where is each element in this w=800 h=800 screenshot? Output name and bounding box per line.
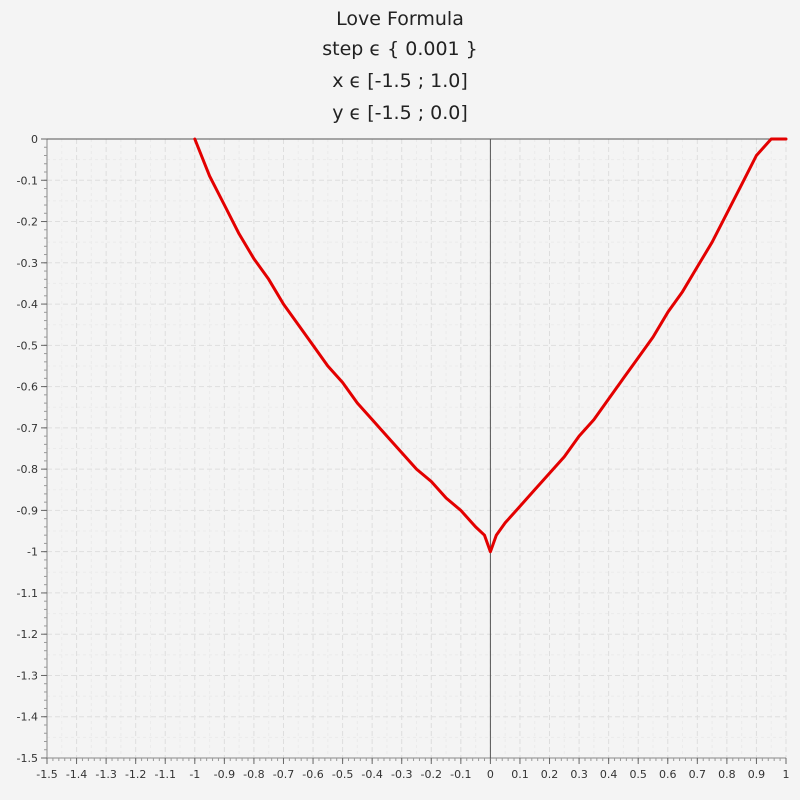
y-tick-label: -0.7	[17, 422, 38, 435]
x-tick-label: 0.5	[629, 768, 647, 781]
x-tick-label: -1.2	[125, 768, 146, 781]
y-tick-label: -1.4	[17, 711, 38, 724]
x-tick-label: -0.5	[332, 768, 353, 781]
x-tick-label: 0.9	[748, 768, 766, 781]
x-tick-label: -1.3	[95, 768, 116, 781]
x-tick-label: -0.3	[391, 768, 412, 781]
y-tick-label: -1.5	[17, 752, 38, 765]
chart-subtitle-x-range: x ϵ [-1.5 ; 1.0]	[332, 70, 468, 92]
y-tick-label: -0.3	[17, 257, 38, 270]
x-tick-label: -1.1	[155, 768, 176, 781]
chart-title-block: Love Formula step ϵ { 0.001 } x ϵ [-1.5 …	[0, 0, 800, 135]
x-tick-label: -0.7	[273, 768, 294, 781]
y-tick-label: -1.3	[17, 669, 38, 682]
y-tick-label: -0.2	[17, 216, 38, 229]
x-tick-label: 0.1	[511, 768, 529, 781]
x-tick-label: -0.6	[302, 768, 323, 781]
chart-title: Love Formula	[336, 8, 464, 30]
x-tick-label: 0.7	[689, 768, 707, 781]
chart-subtitle-step: step ϵ { 0.001 }	[322, 38, 478, 60]
x-tick-label: 0.8	[718, 768, 736, 781]
x-tick-label: -0.8	[243, 768, 264, 781]
y-tick-label: -1	[27, 546, 38, 559]
x-tick-label: -0.1	[450, 768, 471, 781]
y-tick-label: -0.8	[17, 463, 38, 476]
x-tick-label: 0.4	[600, 768, 618, 781]
y-tick-label: -0.1	[17, 174, 38, 187]
x-tick-label: -0.2	[421, 768, 442, 781]
y-tick-label: -0.6	[17, 381, 38, 394]
x-tick-label: -1	[189, 768, 200, 781]
x-tick-label: 0.3	[570, 768, 588, 781]
x-tick-label: -1.4	[66, 768, 87, 781]
x-tick-label: 0.2	[541, 768, 559, 781]
x-tick-label: 0	[487, 768, 494, 781]
x-tick-label: -0.9	[214, 768, 235, 781]
y-tick-label: -0.4	[17, 298, 38, 311]
chart-subtitle-y-range: y ϵ [-1.5 ; 0.0]	[332, 102, 468, 124]
y-tick-label: -1.1	[17, 587, 38, 600]
y-tick-label: 0	[31, 133, 38, 146]
x-tick-label: 1	[783, 768, 790, 781]
series-line-0	[193, 137, 788, 554]
y-tick-label: -0.9	[17, 504, 38, 517]
y-tick-label: -1.2	[17, 628, 38, 641]
x-tick-label: -0.4	[361, 768, 382, 781]
x-tick-label: 0.6	[659, 768, 677, 781]
y-tick-label: -0.5	[17, 339, 38, 352]
x-tick-label: -1.5	[36, 768, 57, 781]
